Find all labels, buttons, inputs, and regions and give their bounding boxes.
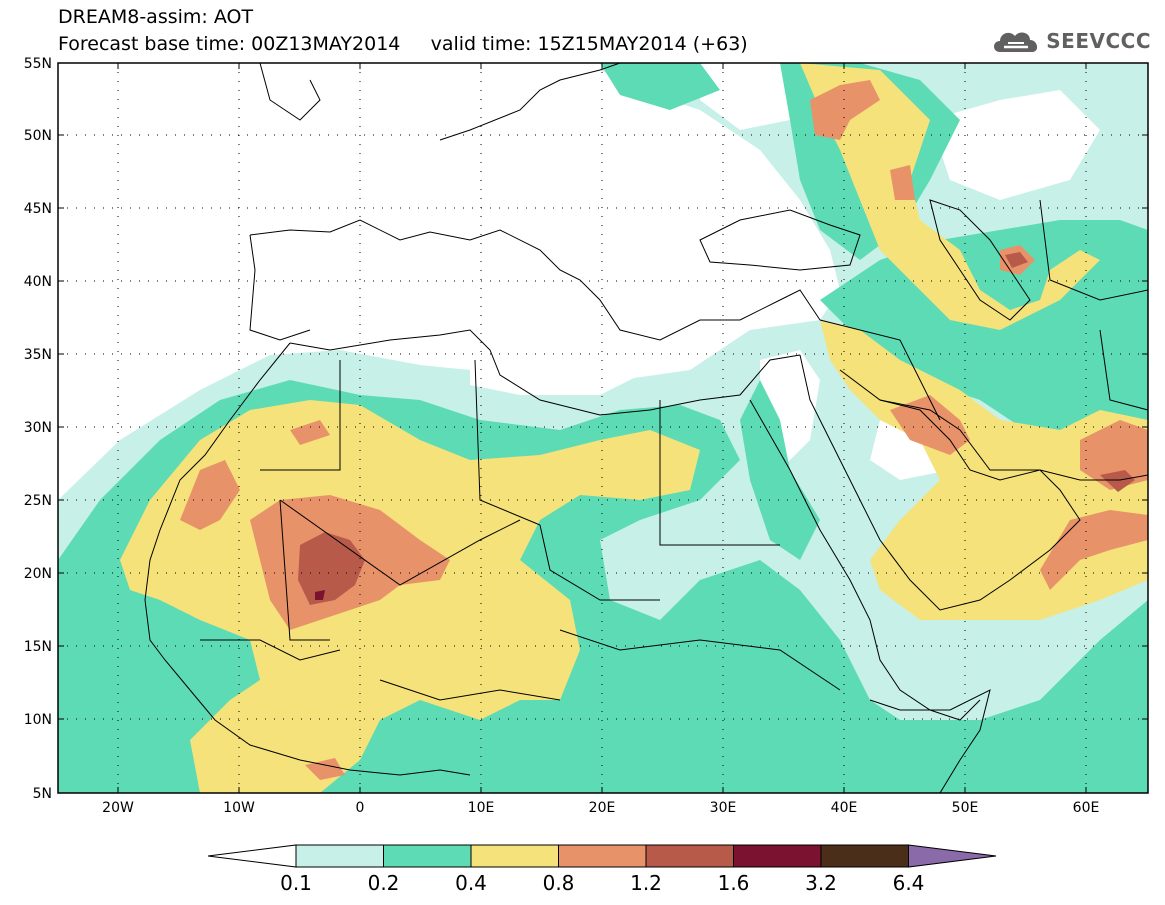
map-frame bbox=[57, 62, 1149, 794]
colorbar-label-0-8: 0.8 bbox=[543, 871, 575, 895]
colorbar-label-0-2: 0.2 bbox=[368, 871, 400, 895]
lat-label-15n: 15N bbox=[24, 639, 52, 655]
lon-label-10e: 10E bbox=[468, 800, 495, 816]
colorbar-swatch-1 bbox=[295, 844, 384, 868]
aot-field bbox=[58, 63, 1148, 793]
lat-label-5n: 5N bbox=[33, 786, 52, 802]
logo-text: SEEVCCC bbox=[1046, 29, 1151, 53]
lon-labels: 20W 10W 0 10E 20E 30E 40E 50E 60E bbox=[102, 800, 1099, 816]
colorbar-label-0-1: 0.1 bbox=[280, 871, 312, 895]
tick-marks bbox=[58, 62, 1148, 794]
colorbar-label-3-2: 3.2 bbox=[805, 871, 837, 895]
colorbar-extend-high bbox=[908, 844, 997, 868]
colorbar-extend-low bbox=[207, 844, 297, 868]
lat-labels: 55N 50N 45N 40N 35N 30N 25N 20N 15N 10N … bbox=[24, 56, 52, 802]
colorbar-label-1-2: 1.2 bbox=[630, 871, 662, 895]
lat-label-25n: 25N bbox=[24, 493, 52, 509]
lat-label-50n: 50N bbox=[24, 128, 52, 144]
lat-label-35n: 35N bbox=[24, 347, 52, 363]
lat-label-45n: 45N bbox=[24, 201, 52, 217]
lat-label-40n: 40N bbox=[24, 274, 52, 290]
title-line-2: Forecast base time: 00Z13MAY2014 valid t… bbox=[58, 33, 748, 55]
lon-label-60e: 60E bbox=[1073, 800, 1100, 816]
lon-label-20w: 20W bbox=[102, 800, 134, 816]
colorbar-swatch-6 bbox=[733, 844, 822, 868]
lon-label-50e: 50E bbox=[952, 800, 979, 816]
colorbar-label-0-4: 0.4 bbox=[455, 871, 487, 895]
cloud-icon bbox=[994, 32, 1038, 52]
lon-label-0: 0 bbox=[356, 800, 365, 816]
lon-label-10w: 10W bbox=[223, 800, 255, 816]
lat-label-20n: 20N bbox=[24, 566, 52, 582]
title-line-1: DREAM8-assim: AOT bbox=[58, 6, 254, 28]
lon-label-40e: 40E bbox=[831, 800, 858, 816]
colorbar: 0.1 0.2 0.4 0.8 1.2 1.6 3.2 6.4 bbox=[207, 844, 997, 895]
seevccc-logo: SEEVCCC bbox=[990, 26, 1151, 56]
lon-label-20e: 20E bbox=[589, 800, 616, 816]
colorbar-swatch-3 bbox=[470, 844, 559, 868]
colorbar-swatch-2 bbox=[383, 844, 472, 868]
colorbar-swatch-7 bbox=[820, 844, 909, 868]
coastlines bbox=[144, 63, 1148, 793]
lat-label-30n: 30N bbox=[24, 420, 52, 436]
colorbar-swatch-5 bbox=[645, 844, 734, 868]
colorbar-label-6-4: 6.4 bbox=[893, 871, 925, 895]
colorbar-swatch-4 bbox=[558, 844, 647, 868]
colorbar-label-1-6: 1.6 bbox=[718, 871, 750, 895]
lat-label-10n: 10N bbox=[24, 712, 52, 728]
lon-label-30e: 30E bbox=[710, 800, 737, 816]
lat-label-55n: 55N bbox=[24, 56, 52, 72]
